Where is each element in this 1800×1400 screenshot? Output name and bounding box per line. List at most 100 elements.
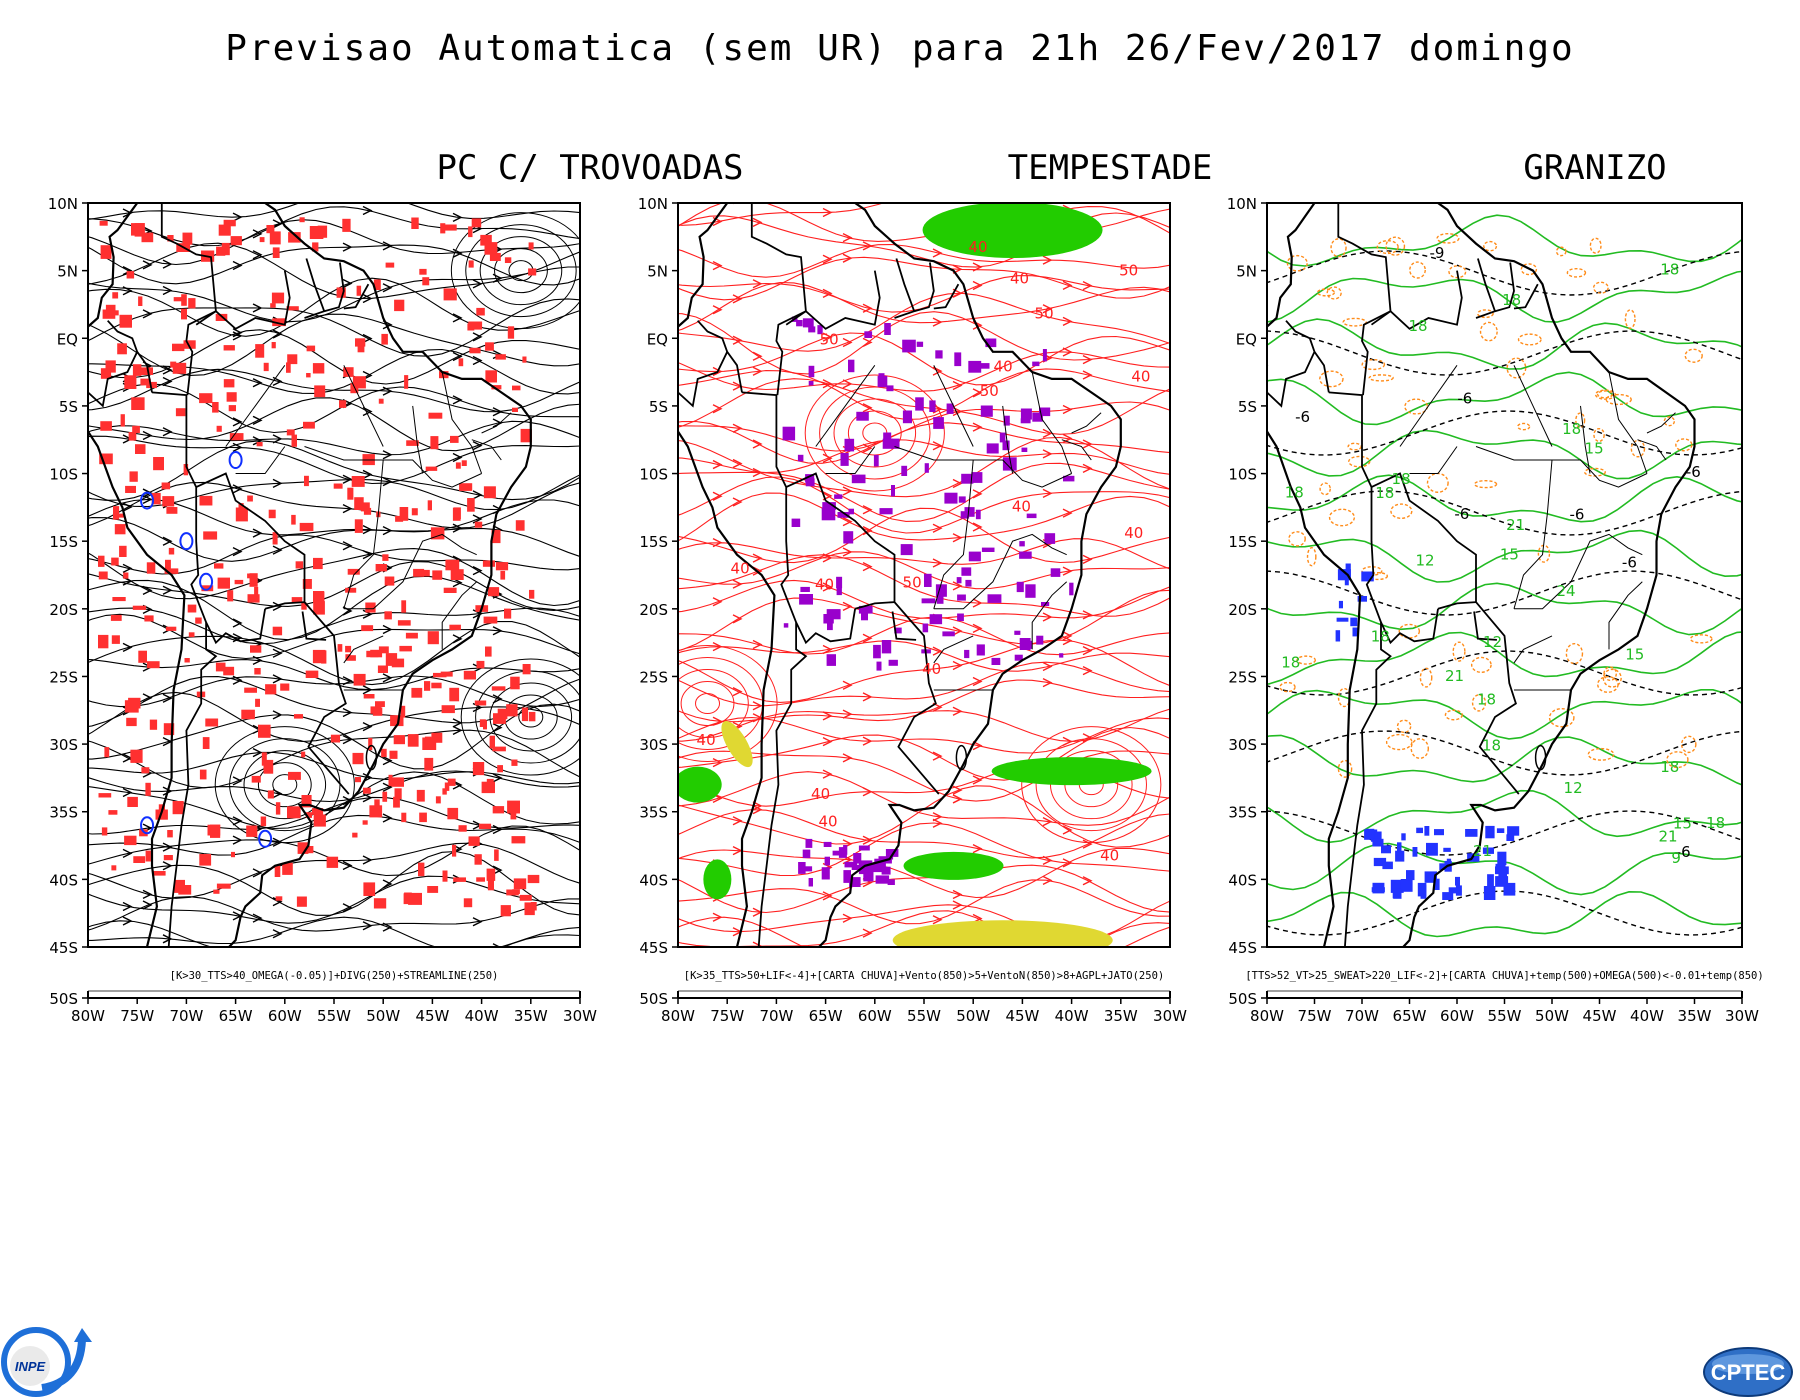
stream-arrow bbox=[972, 522, 983, 532]
instability-cell bbox=[472, 762, 485, 776]
stream-arrow bbox=[712, 758, 723, 768]
instability-cell bbox=[1397, 842, 1402, 853]
instability-cell bbox=[492, 806, 505, 814]
instability-cell bbox=[427, 631, 439, 645]
stream-vortex bbox=[489, 682, 573, 752]
stream-vortex bbox=[479, 236, 563, 306]
lat-tick-label: 5N bbox=[1236, 263, 1257, 281]
state-border bbox=[1031, 581, 1068, 650]
stream-arrow bbox=[342, 860, 353, 871]
streamline bbox=[88, 916, 580, 947]
streamline bbox=[88, 397, 580, 452]
stream-arrow bbox=[382, 673, 393, 683]
instability-cell bbox=[817, 325, 823, 335]
instability-cell bbox=[202, 737, 210, 749]
instability-cell bbox=[164, 568, 179, 574]
lat-tick-label: 30S bbox=[49, 736, 78, 754]
stream-arrow bbox=[1082, 354, 1093, 365]
lon-tick-label: 80W bbox=[71, 1007, 105, 1025]
instability-cell bbox=[808, 381, 814, 386]
state-border bbox=[1409, 446, 1458, 474]
state-border bbox=[1514, 533, 1643, 610]
caption-background bbox=[678, 959, 1170, 989]
lat-tick-label: 30S bbox=[639, 736, 668, 754]
instability-cell bbox=[272, 318, 286, 327]
contour-label: 40 bbox=[811, 785, 830, 803]
contour-label: -6 bbox=[1295, 408, 1310, 426]
stream-arrow bbox=[272, 478, 283, 489]
instability-cell bbox=[453, 877, 466, 882]
lon-tick-label: 60W bbox=[268, 1007, 302, 1025]
instability-cell bbox=[1442, 892, 1454, 900]
instability-cell bbox=[444, 782, 450, 791]
stream-arrow bbox=[752, 639, 763, 650]
jet-area bbox=[721, 721, 753, 768]
instability-cell bbox=[844, 438, 855, 452]
stream-vortex bbox=[214, 726, 355, 844]
instability-cell bbox=[425, 466, 438, 471]
instability-cell bbox=[228, 405, 236, 412]
stream-arrow bbox=[252, 250, 263, 260]
instability-cell bbox=[199, 854, 212, 866]
stream-arrow bbox=[822, 332, 833, 342]
stream-arrow bbox=[382, 879, 393, 889]
temp850-contour bbox=[1630, 439, 1646, 458]
temp850-contour bbox=[1385, 236, 1406, 256]
contour-label: -6 bbox=[1454, 505, 1469, 523]
stream-arrow bbox=[382, 813, 393, 823]
instability-cell bbox=[373, 279, 381, 290]
stream-arrow bbox=[142, 430, 153, 441]
streamline bbox=[88, 219, 580, 266]
instability-cell bbox=[957, 613, 964, 622]
state-border bbox=[1513, 365, 1553, 447]
stream-arrow bbox=[342, 278, 353, 289]
lat-tick-label: 50S bbox=[639, 990, 668, 1008]
stream-arrow bbox=[232, 417, 243, 427]
instability-cell bbox=[128, 432, 137, 441]
instability-cell bbox=[1337, 569, 1351, 581]
instability-cell bbox=[267, 790, 274, 799]
stream-arrow bbox=[862, 562, 873, 572]
omega-contour bbox=[1267, 810, 1742, 856]
contour-label: 21 bbox=[1445, 667, 1464, 685]
instability-cell bbox=[405, 632, 418, 639]
instability-cell bbox=[441, 705, 455, 714]
instability-cell bbox=[100, 421, 112, 431]
stream-arrow bbox=[272, 545, 283, 555]
instability-cell bbox=[883, 432, 892, 445]
instability-cell bbox=[500, 905, 511, 917]
instability-cell bbox=[510, 813, 517, 820]
instability-cell bbox=[522, 664, 531, 675]
instability-cell bbox=[511, 836, 526, 844]
instability-cell bbox=[184, 658, 190, 663]
instability-cell bbox=[309, 226, 324, 239]
instability-cell bbox=[401, 812, 407, 823]
temp850-contour bbox=[1306, 547, 1317, 567]
continent-outline bbox=[88, 203, 532, 947]
instability-cell bbox=[1485, 825, 1495, 839]
stream-arrow bbox=[952, 380, 963, 391]
instability-cell bbox=[199, 769, 207, 780]
instability-cell bbox=[504, 608, 512, 619]
instability-cell bbox=[345, 645, 352, 653]
instability-cell bbox=[985, 338, 997, 348]
temp850-contour bbox=[1597, 675, 1619, 693]
stream-arrow bbox=[732, 458, 743, 469]
instability-cell bbox=[1044, 533, 1056, 544]
stream-arrow bbox=[712, 261, 723, 271]
stream-arrow bbox=[842, 379, 853, 389]
instability-cell bbox=[135, 444, 146, 454]
instability-cell bbox=[291, 514, 296, 525]
instability-cell bbox=[129, 471, 138, 482]
stream-arrow bbox=[712, 305, 723, 315]
stream-arrow bbox=[952, 626, 963, 636]
contour-label: 50 bbox=[903, 573, 922, 591]
instability-cell bbox=[471, 218, 482, 228]
stream-arrow bbox=[362, 293, 373, 304]
stream-arrow bbox=[382, 922, 393, 932]
instability-cell bbox=[1357, 596, 1367, 602]
instability-cell bbox=[370, 649, 383, 658]
instability-cell bbox=[979, 363, 990, 369]
stream-arrow bbox=[232, 835, 243, 845]
stream-arrow bbox=[452, 718, 463, 728]
